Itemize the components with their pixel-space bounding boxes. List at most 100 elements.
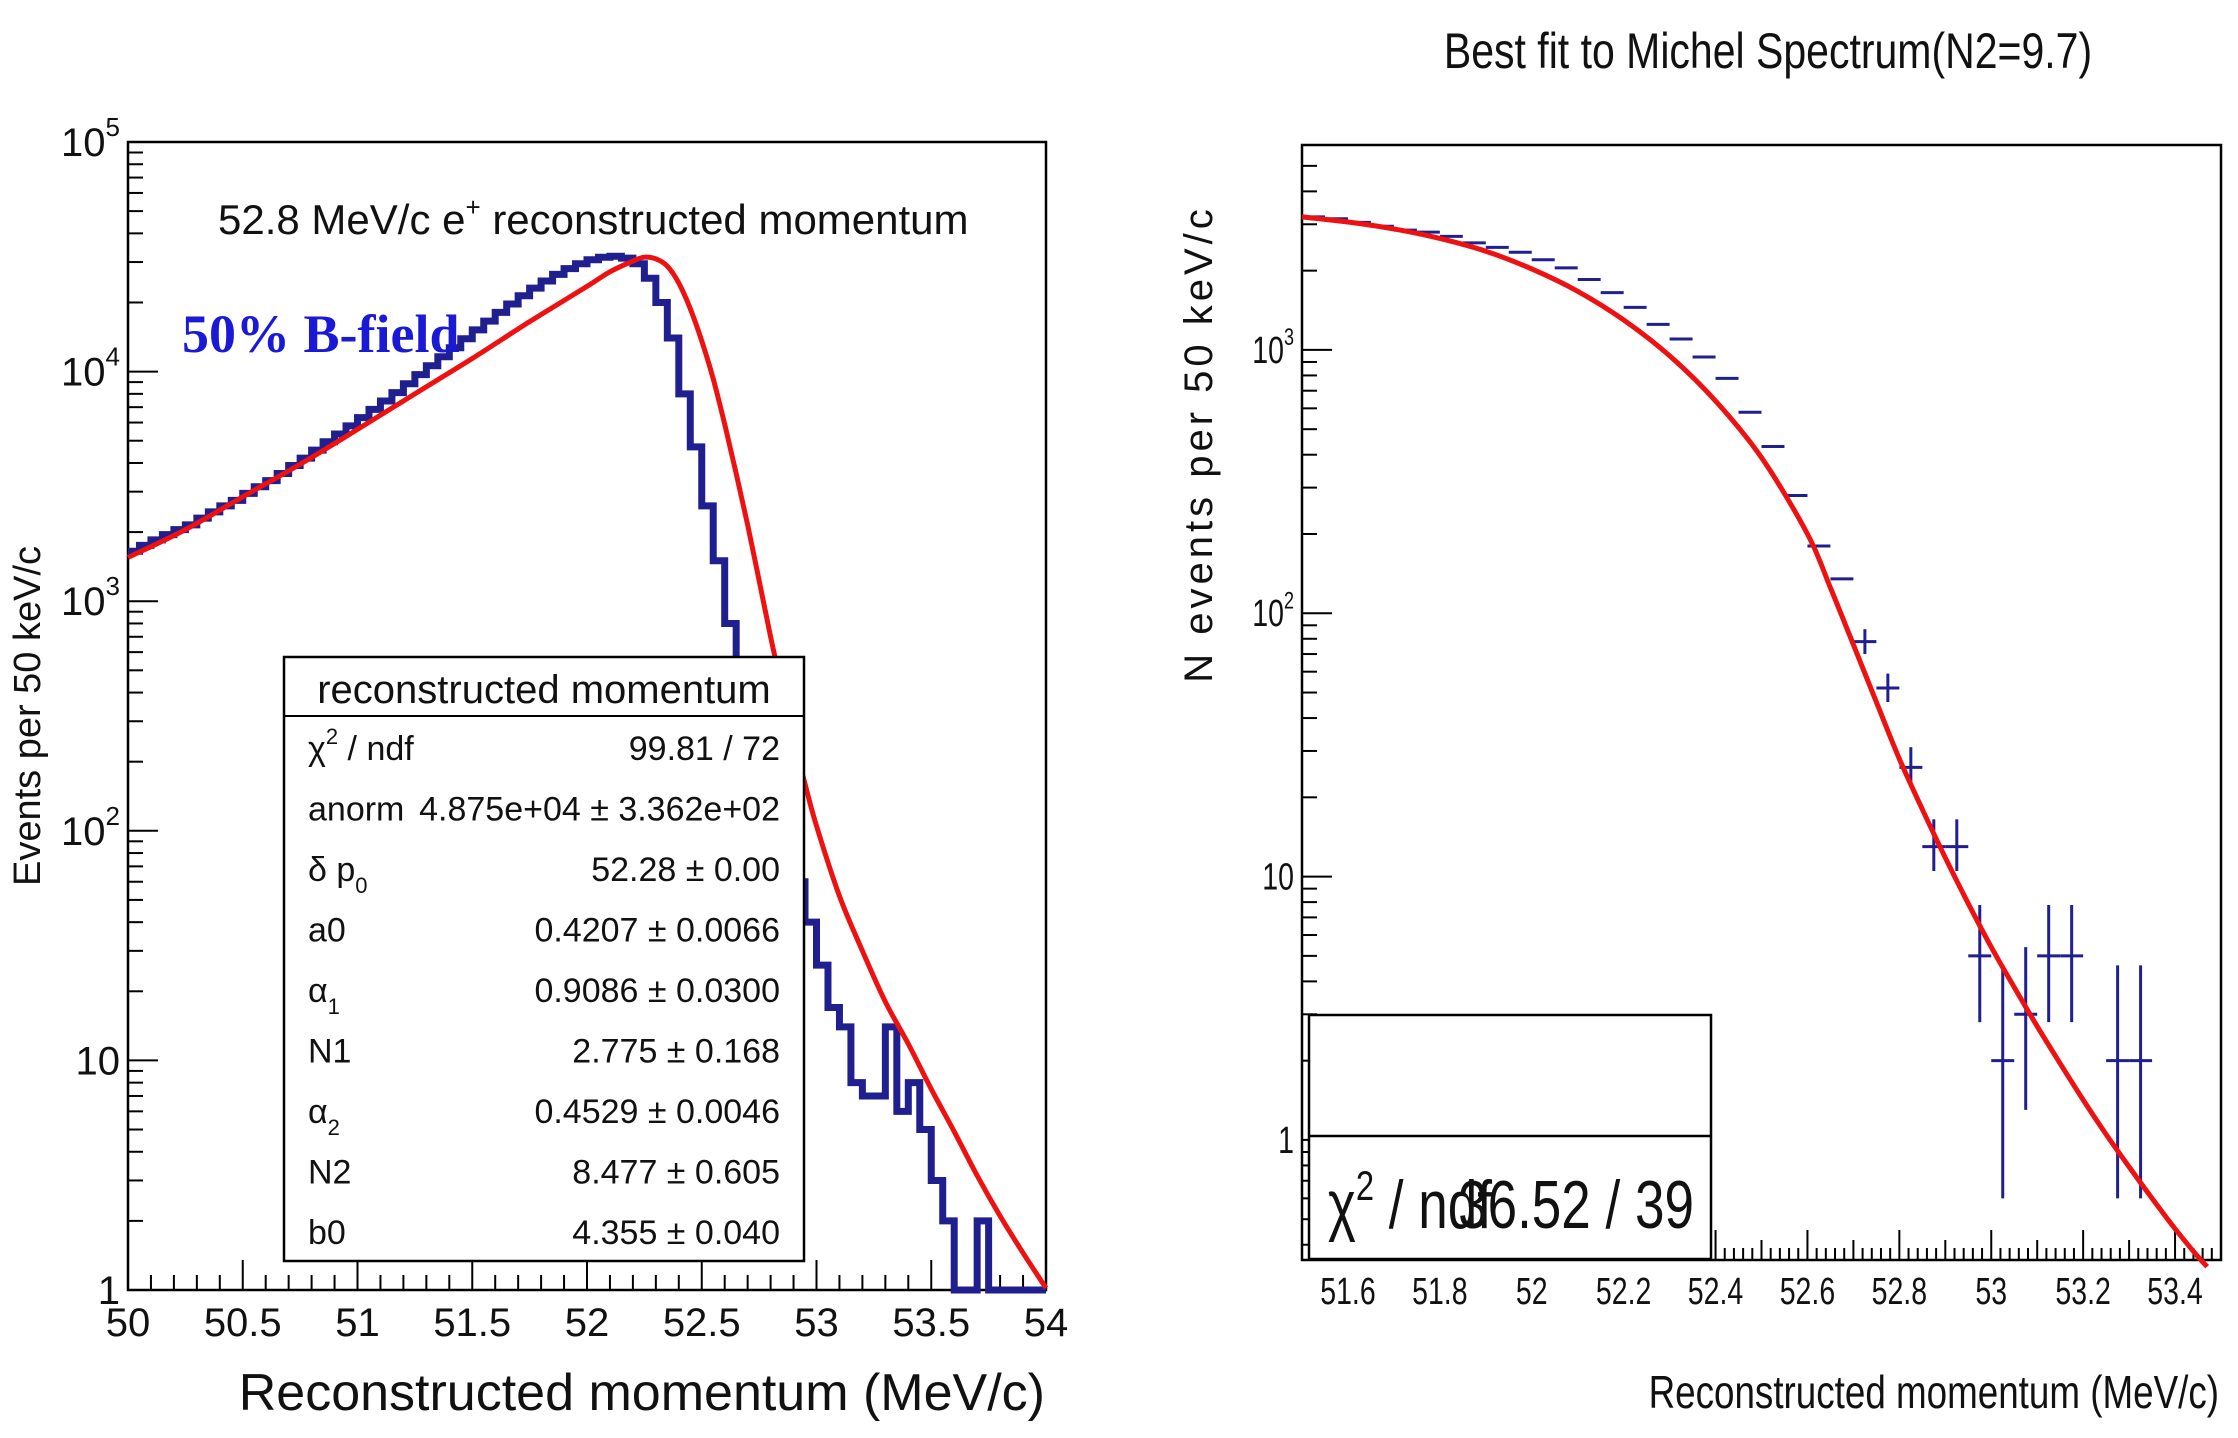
left-y-tick-label: 10 xyxy=(76,1039,121,1083)
left-stats-row-label: χ2 / ndf xyxy=(308,724,414,768)
left-stats-row-value: 4.875e+04 ± 3.362e+02 xyxy=(419,791,780,829)
left-y-tick-base: 10 xyxy=(61,121,106,165)
right-stats-box: χ2 / ndf 36.52 / 39 xyxy=(1307,1013,1713,1261)
left-x-axis-label: Reconstructed momentum (MeV/c) xyxy=(239,1364,1045,1422)
left-x-tick-label: 53.5 xyxy=(892,1301,970,1345)
right-y-tick-label: 102 xyxy=(1252,588,1294,635)
right-y-tick-base: 10 xyxy=(1252,593,1284,635)
left-stats-row-value: 0.4207 ± 0.0066 xyxy=(534,912,780,950)
left-y-tick-base: 10 xyxy=(76,1039,121,1083)
right-stats-chi-base: χ xyxy=(1328,1167,1356,1243)
right-data-point xyxy=(2014,947,2038,1110)
right-x-tick-label: 53 xyxy=(1975,1271,2007,1313)
left-y-tick-label: 102 xyxy=(61,801,120,854)
left-y-tick-base: 10 xyxy=(61,810,106,854)
left-stats-row-label-base: N1 xyxy=(308,1033,351,1071)
left-annotation-bfield: 50% B-field xyxy=(182,304,460,364)
right-fit-curve xyxy=(1301,214,2210,1269)
right-x-tick-label: 53.2 xyxy=(2055,1271,2110,1313)
left-chart-title: 52.8 MeV/c e+ reconstructed momentum xyxy=(218,192,969,243)
right-stats-chi-sup: 2 xyxy=(1356,1162,1374,1209)
right-y-axis-label: N events per 50 keV/c xyxy=(1177,205,1221,683)
right-y-tick-label: 103 xyxy=(1252,325,1294,372)
right-data-point xyxy=(1991,965,2015,1199)
left-fit-line xyxy=(126,254,1049,1290)
right-x-tick-label: 52.6 xyxy=(1780,1271,1835,1313)
left-stats-row-value: 52.28 ± 0.00 xyxy=(591,851,780,889)
left-stats-row-label-sup: 2 xyxy=(326,724,338,749)
left-stats-row-label: α2 xyxy=(308,1093,340,1140)
left-x-tick-label: 51 xyxy=(335,1301,380,1345)
right-x-tick-label: 52.2 xyxy=(1596,1271,1651,1313)
left-y-tick-exp: 5 xyxy=(106,112,120,142)
left-stats-row-label-base: N2 xyxy=(308,1154,351,1192)
left-title-rest: reconstructed momentum xyxy=(481,196,969,243)
left-x-tick-label: 51.5 xyxy=(433,1301,511,1345)
left-y-tick-label: 103 xyxy=(61,571,120,624)
right-panel: Best fit to Michel Spectrum(N2=9.7) 51.6… xyxy=(1177,23,2223,1418)
left-stats-row-label: anorm xyxy=(308,791,404,829)
left-stats-row-label: N1 xyxy=(308,1033,351,1071)
right-data-point xyxy=(1853,629,1877,655)
left-y-tick-label: 1 xyxy=(98,1269,120,1313)
left-stats-row-value: 0.4529 ± 0.0046 xyxy=(534,1093,780,1131)
left-y-tick-exp: 2 xyxy=(106,801,120,831)
left-stats-box: reconstructed momentum χ2 / ndf 99.81 / 7… xyxy=(282,655,806,1263)
left-stats-row-value: 0.9086 ± 0.0300 xyxy=(534,972,780,1010)
right-x-tick-label: 52.4 xyxy=(1688,1271,1743,1313)
left-stats-row-value: 4.355 ± 0.040 xyxy=(572,1214,780,1252)
left-x-tick-label: 52 xyxy=(565,1301,610,1345)
right-x-tick-label: 52.8 xyxy=(1872,1271,1927,1313)
left-stats-row-label-base: χ xyxy=(308,730,326,768)
right-x-tick-label: 51.6 xyxy=(1320,1271,1375,1313)
left-y-tick-base: 1 xyxy=(98,1269,120,1313)
left-stats-row-label-base: α xyxy=(308,972,328,1010)
left-fit-curve xyxy=(126,254,1049,1290)
right-y-tick-base: 10 xyxy=(1252,330,1284,372)
left-stats-row-label-sub: 2 xyxy=(328,1115,340,1140)
left-stats-row-value: 99.81 / 72 xyxy=(629,730,780,768)
right-stats-chi-rest: / ndf xyxy=(1374,1167,1493,1243)
left-stats-row-label-sub: 1 xyxy=(328,994,340,1019)
right-x-tick-label: 52 xyxy=(1516,1271,1548,1313)
left-stats-row-label: b0 xyxy=(308,1214,346,1252)
left-y-tick-base: 10 xyxy=(61,580,106,624)
right-chart-title: Best fit to Michel Spectrum(N2=9.7) xyxy=(1444,23,2092,79)
left-title-sup: + xyxy=(465,192,480,222)
left-x-tick-label: 50.5 xyxy=(204,1301,282,1345)
right-y-tick-base: 1 xyxy=(1278,1120,1294,1162)
left-stats-row-label-base: a0 xyxy=(308,912,346,950)
right-data-point xyxy=(2037,905,2061,1023)
left-y-tick-label: 104 xyxy=(61,342,120,395)
left-y-axis-label: Events per 50 keV/c xyxy=(7,546,49,886)
left-x-tick-label: 53 xyxy=(794,1301,839,1345)
left-stats-row-label-sub: 0 xyxy=(355,873,367,898)
left-y-tick-label: 105 xyxy=(61,112,120,165)
right-y-tick-exp: 3 xyxy=(1284,325,1294,351)
left-stats-row-label-base: anorm xyxy=(308,791,404,829)
right-fit-line xyxy=(1301,214,2210,1269)
right-data-point xyxy=(1945,819,1969,872)
right-x-axis-label: Reconstructed momentum (MeV/c) xyxy=(1649,1366,2219,1418)
left-y-tick-exp: 3 xyxy=(106,571,120,601)
right-stats-chi2-value: 36.52 / 39 xyxy=(1458,1167,1694,1243)
left-x-tick-label: 50 xyxy=(106,1301,151,1345)
left-stats-rows: χ2 / ndf 99.81 / 72 anorm 4.875e+04 ± 3.362… xyxy=(308,724,780,1252)
left-stats-title: reconstructed momentum xyxy=(317,668,771,712)
left-stats-row-label: a0 xyxy=(308,912,346,950)
left-stats-row-label-base: b0 xyxy=(308,1214,346,1252)
right-y-tick-label: 1 xyxy=(1278,1120,1294,1162)
left-y-tick-base: 10 xyxy=(61,351,106,395)
left-y-tick-exp: 4 xyxy=(106,342,120,372)
left-x-ticks: 50 50.5 51 51.5 52 52.5 53 53.5 54 xyxy=(106,1260,1069,1345)
right-data-point xyxy=(2129,965,2153,1199)
right-y-tick-base: 10 xyxy=(1262,857,1294,899)
left-x-tick-label: 52.5 xyxy=(663,1301,741,1345)
left-x-tick-label: 54 xyxy=(1024,1301,1069,1345)
right-x-tick-label: 51.8 xyxy=(1412,1271,1467,1313)
right-x-tick-label: 53.4 xyxy=(2147,1271,2202,1313)
right-y-tick-label: 10 xyxy=(1262,857,1294,899)
